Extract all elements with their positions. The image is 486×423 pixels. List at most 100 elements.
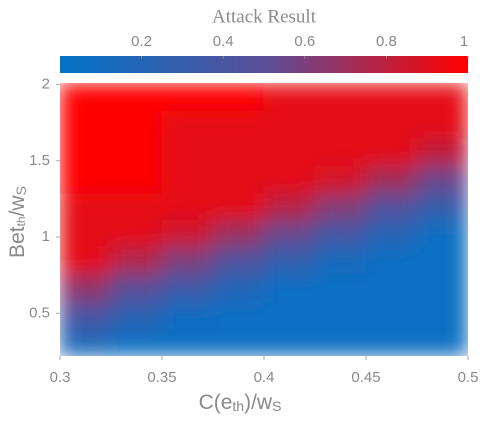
- cell: [416, 328, 468, 356]
- y-tick-label: 1: [42, 228, 50, 245]
- x-tick-label: 0.35: [147, 369, 176, 386]
- cell: [212, 109, 265, 139]
- cell: [212, 273, 265, 302]
- cell: [365, 83, 418, 111]
- y-label-sub: S: [13, 186, 29, 195]
- y-label-part: Bet: [6, 226, 29, 258]
- cell: [110, 245, 163, 275]
- y-axis-label: Betth/wS: [6, 186, 29, 258]
- y-label-part: /w: [6, 195, 29, 217]
- cell: [416, 109, 468, 139]
- cell: [60, 273, 112, 302]
- cell: [212, 300, 265, 330]
- cell: [314, 83, 367, 111]
- cell: [314, 164, 367, 194]
- colorbar-tick-label: 0.4: [213, 33, 234, 50]
- cell: [161, 328, 214, 356]
- cell: [263, 300, 316, 330]
- y-tick-label: 1.5: [29, 152, 50, 169]
- cell: [161, 192, 214, 220]
- cell: [314, 328, 367, 356]
- cell: [212, 328, 265, 356]
- cell: [110, 273, 163, 302]
- cell: [161, 273, 214, 302]
- cell: [110, 300, 163, 330]
- cell: [416, 245, 468, 275]
- colorbar-tick-label: 0.8: [376, 33, 397, 50]
- cell: [416, 219, 468, 247]
- cell: [110, 83, 163, 111]
- cell: [161, 219, 214, 247]
- cell: [365, 219, 418, 247]
- cell: [60, 300, 112, 330]
- cell: [314, 273, 367, 302]
- heatmap: [60, 83, 468, 356]
- cell: [110, 192, 163, 220]
- cell: [212, 83, 265, 111]
- x-tick-label: 0.5: [458, 369, 479, 386]
- cell: [416, 83, 468, 111]
- cell: [60, 137, 112, 166]
- x-label-sub: th: [232, 398, 244, 414]
- cell: [416, 273, 468, 302]
- cell: [161, 164, 214, 194]
- x-tick-label: 0.4: [254, 369, 275, 386]
- colorbar-title: Attack Result: [212, 6, 317, 27]
- y-tick-label: 0.5: [29, 304, 50, 321]
- cell: [365, 273, 418, 302]
- cell: [314, 109, 367, 139]
- x-label-part: C(e: [199, 391, 233, 414]
- cell: [60, 109, 112, 139]
- cell: [263, 245, 316, 275]
- colorbar-tick-label: 0.2: [131, 33, 152, 50]
- cell: [416, 300, 468, 330]
- x-label-sub: S: [272, 398, 281, 414]
- cell: [416, 137, 468, 166]
- cell: [161, 137, 214, 166]
- cell: [110, 109, 163, 139]
- cell: [110, 219, 163, 247]
- cell: [60, 245, 112, 275]
- cell: [212, 219, 265, 247]
- x-axis-label: C(eth)/wS: [199, 391, 282, 414]
- cell: [263, 83, 316, 111]
- cell: [263, 219, 316, 247]
- cell: [365, 137, 418, 166]
- x-tick-label: 0.45: [351, 369, 380, 386]
- cell: [212, 137, 265, 166]
- cell: [161, 109, 214, 139]
- cell: [416, 164, 468, 194]
- cell: [314, 137, 367, 166]
- cell: [60, 192, 112, 220]
- cell: [365, 300, 418, 330]
- cell: [365, 328, 418, 356]
- cell: [161, 83, 214, 111]
- cell: [365, 109, 418, 139]
- cell: [161, 300, 214, 330]
- x-tick-label: 0.3: [50, 369, 71, 386]
- cell: [263, 164, 316, 194]
- cell: [60, 83, 112, 111]
- cell: [60, 164, 112, 194]
- y-tick-label: 2: [42, 75, 50, 92]
- cell: [314, 219, 367, 247]
- cell: [314, 245, 367, 275]
- colorbar-tick-label: 1: [460, 33, 468, 50]
- cell: [212, 192, 265, 220]
- cell: [110, 164, 163, 194]
- cell: [314, 192, 367, 220]
- cell: [110, 137, 163, 166]
- cell: [263, 137, 316, 166]
- colorbar-tick-label: 0.6: [294, 33, 315, 50]
- cell: [365, 164, 418, 194]
- cell: [314, 300, 367, 330]
- cell: [60, 219, 112, 247]
- heatmap-cells: [60, 83, 468, 356]
- cell: [365, 192, 418, 220]
- cell: [110, 328, 163, 356]
- cell: [212, 164, 265, 194]
- cell: [263, 328, 316, 356]
- x-label-part: )/w: [244, 391, 273, 414]
- cell: [212, 245, 265, 275]
